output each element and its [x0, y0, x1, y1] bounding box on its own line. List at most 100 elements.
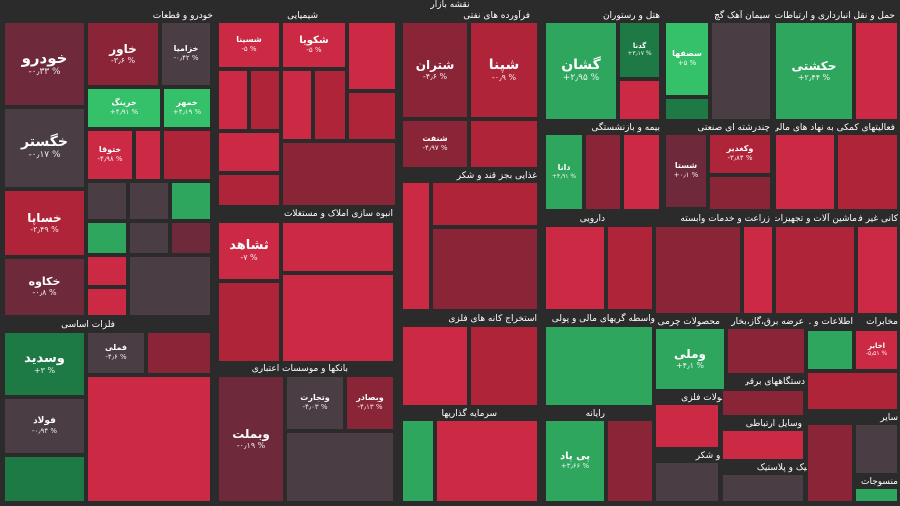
stock-tile-khodro[interactable]: خودرو -۰٫۳۳ % [4, 22, 85, 106]
stock-tile-tashad[interactable]: ثشاهد -۷ % [218, 222, 280, 280]
sector-header-equipment[interactable]: ماشین آلات و تجهیزات [775, 214, 857, 224]
stock-cell[interactable] [171, 182, 211, 220]
stock-cell[interactable] [250, 70, 280, 130]
stock-tile-vemelli[interactable]: وملی +۴٫۱ % [655, 328, 725, 390]
stock-cell[interactable] [402, 420, 434, 502]
stock-cell[interactable] [855, 424, 898, 474]
stock-tile-gashan[interactable]: گشان +۲٫۹۵ % [545, 22, 617, 120]
stock-tile-khtoga[interactable]: ختوقا -۴٫۹۸ % [87, 130, 133, 180]
stock-tile-fameli[interactable]: فملی -۴٫۶ % [87, 332, 145, 374]
stock-cell[interactable] [171, 222, 211, 254]
sector-header-metal-products[interactable]: محصولات فلزی [681, 393, 740, 403]
stock-cell[interactable] [348, 22, 396, 90]
stock-cell[interactable] [743, 226, 773, 314]
stock-cell[interactable] [623, 134, 660, 210]
sector-header-electric[interactable]: دستگاههای برقی [745, 377, 805, 387]
stock-tile-gandza[interactable]: گدنا +۳٫۱۷ % [619, 22, 660, 78]
sector-header-rubber[interactable]: لاستیک و پلاستیک [756, 463, 822, 473]
stock-cell[interactable] [607, 226, 653, 310]
stock-cell[interactable] [709, 176, 771, 210]
sector-header-mining[interactable]: استخراج کانه های فلزی [448, 314, 537, 324]
sector-header-textiles[interactable]: منسوجات [861, 477, 898, 487]
stock-cell[interactable] [619, 80, 660, 120]
stock-cell[interactable] [722, 390, 804, 416]
stock-cell[interactable] [218, 174, 280, 206]
stock-cell[interactable] [348, 92, 396, 140]
stock-cell[interactable] [436, 420, 538, 502]
stock-cell[interactable] [282, 142, 396, 206]
stock-cell[interactable] [432, 182, 538, 226]
sector-header-utilities[interactable]: عرضه برق،گاز،بخار [731, 317, 804, 327]
stock-tile-hakashti[interactable]: حکشتی +۲٫۴۴ % [775, 22, 853, 120]
sector-header-nonmetal[interactable]: کانی غیر فلزی [858, 214, 898, 224]
stock-cell[interactable] [470, 326, 538, 406]
stock-cell[interactable] [314, 70, 346, 140]
stock-cell[interactable] [727, 328, 805, 374]
stock-tile-khgostar[interactable]: خگستر -۰٫۱۷ % [4, 108, 85, 188]
stock-tile-shasta[interactable]: شستا +۰٫۱ % [665, 134, 707, 208]
stock-cell[interactable] [218, 70, 248, 130]
stock-cell[interactable] [807, 372, 898, 410]
stock-cell[interactable] [87, 288, 127, 316]
sector-header-sugar[interactable]: قند و شکر [695, 451, 735, 461]
stock-tile-khringk[interactable]: خرینگ +۴٫۹۱ % [87, 88, 161, 128]
stock-cell[interactable] [722, 430, 804, 460]
stock-tile-fulad[interactable]: فولاد -۰٫۹۴ % [4, 398, 85, 454]
stock-cell[interactable] [147, 332, 211, 374]
stock-tile-shatran[interactable]: شتران -۴٫۶ % [402, 22, 468, 118]
stock-cell[interactable] [135, 130, 161, 180]
stock-cell[interactable] [655, 226, 741, 314]
stock-cell[interactable] [282, 70, 312, 140]
stock-cell[interactable] [855, 22, 898, 120]
sector-header-auto[interactable]: خودرو و قطعات [152, 11, 213, 21]
sector-header-realestate[interactable]: انبوه سازی املاک و مستغلات [283, 209, 393, 219]
sector-header-cement[interactable]: سیمان آهک گچ [714, 11, 770, 21]
stock-cell[interactable] [545, 226, 605, 310]
sector-header-chem[interactable]: شیمیایی [287, 11, 318, 21]
stock-tile-vabsader[interactable]: وبصادر -۴٫۱۳ % [346, 376, 394, 430]
sector-header-info[interactable]: اطلاعات و ... [808, 317, 853, 327]
stock-tile-vasadid[interactable]: وسدید +۳ % [4, 332, 85, 396]
stock-cell[interactable] [775, 226, 855, 314]
stock-tile-shasina[interactable]: شسینا -۵ % [218, 22, 280, 68]
sector-header-comms[interactable]: مخابرات [866, 317, 898, 327]
stock-tile-sesfaha[interactable]: سصفها +۵ % [665, 22, 709, 96]
stock-cell[interactable] [4, 456, 85, 502]
stock-cell[interactable] [585, 134, 621, 210]
sector-header-financial-aux[interactable]: فعالیتهای کمکی به نهاد های مالی [775, 123, 895, 133]
sector-header-leather[interactable]: محصولات چرمی [657, 317, 720, 327]
stock-cell[interactable] [129, 222, 169, 254]
sector-header-it[interactable]: زراعت و خدمات وابسته [680, 214, 770, 224]
sector-header-multi[interactable]: چندرشته ای صنعتی [697, 123, 770, 133]
sector-header-insurance[interactable]: بیمه و بازنشستگی [591, 123, 660, 133]
stock-cell[interactable] [282, 274, 394, 362]
stock-tile-akhaber[interactable]: اخابر -۵٫۵۱ % [855, 330, 898, 370]
stock-tile-shekpoya[interactable]: شکویا -۵ % [282, 22, 346, 68]
stock-cell[interactable] [432, 228, 538, 310]
sector-header-retail[interactable]: وسایل ارتباطی [745, 419, 802, 429]
stock-tile-shapna[interactable]: شپنا -۰٫۹ % [470, 22, 538, 118]
stock-cell[interactable] [855, 488, 898, 502]
stock-tile-khmehr[interactable]: خمهر +۴٫۱۹ % [163, 88, 211, 128]
sector-header-telecom[interactable]: حمل و نقل انبارداری و ارتباطات [775, 11, 895, 21]
stock-tile-khazamia[interactable]: خزامیا -۰٫۴۲ % [161, 22, 211, 86]
sector-header-other[interactable]: سایر [880, 413, 898, 423]
stock-cell[interactable] [218, 282, 280, 362]
stock-cell[interactable] [87, 376, 211, 502]
stock-cell[interactable] [607, 420, 653, 502]
stock-tile-piyad[interactable]: پی پاد +۳٫۶۶ % [545, 420, 605, 502]
stock-tile-khaver[interactable]: خاور -۳٫۶ % [87, 22, 159, 86]
sector-header-pharma[interactable]: دارویی [579, 214, 605, 224]
stock-tile-dadna[interactable]: دانا +۴٫۹۱ % [545, 134, 583, 210]
stock-tile-vabmelat[interactable]: وبملت -۰٫۱۹ % [218, 376, 284, 502]
stock-cell[interactable] [711, 22, 771, 120]
stock-cell[interactable] [807, 424, 853, 502]
stock-cell[interactable] [129, 256, 211, 316]
stock-tile-khkave[interactable]: خکاوه -۰٫۸ % [4, 258, 85, 316]
stock-cell[interactable] [87, 256, 127, 286]
sector-header-banks[interactable]: بانکها و موسسات اعتباری [251, 364, 348, 374]
stock-cell[interactable] [129, 182, 169, 220]
stock-cell[interactable] [837, 134, 898, 210]
stock-tile-khsapa[interactable]: خساپا -۲٫۴۹ % [4, 190, 85, 256]
stock-tile-vatejarat[interactable]: وتجارت -۴٫۰۳ % [286, 376, 344, 430]
